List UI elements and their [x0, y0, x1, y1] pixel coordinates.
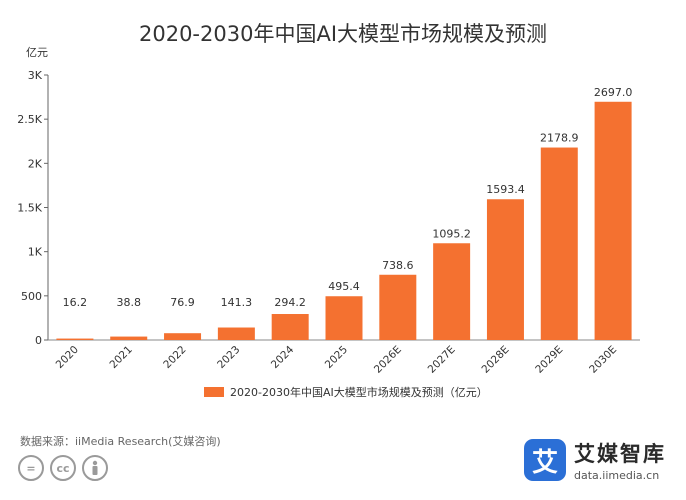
data-label: 495.4: [328, 280, 360, 293]
x-tick-label: 2022: [161, 344, 188, 371]
x-tick-label: 2025: [323, 344, 350, 371]
data-label: 141.3: [221, 296, 253, 309]
data-label: 38.8: [116, 296, 141, 309]
data-label: 1593.4: [486, 183, 525, 196]
source-note: 数据来源：iiMedia Research(艾媒咨询): [20, 435, 221, 448]
brand-logo-icon: 艾: [524, 439, 566, 481]
brand-url: data.iimedia.cn: [574, 469, 660, 482]
bar: [486, 199, 524, 340]
x-tick-label: 2021: [107, 344, 134, 371]
data-label: 2697.0: [594, 86, 633, 99]
bar: [325, 296, 363, 340]
legend-label: 2020-2030年中国AI大模型市场规模及预测（亿元）: [230, 385, 488, 399]
y-tick-label: 2.5K: [17, 113, 42, 126]
data-label: 738.6: [382, 259, 414, 272]
data-label: 16.2: [63, 296, 88, 309]
bar: [540, 147, 578, 340]
data-label: 2178.9: [540, 132, 579, 145]
cc-icon: cc: [50, 455, 76, 481]
y-tick-label: 2K: [28, 157, 43, 170]
x-tick-label: 2029E: [533, 344, 565, 376]
bar: [379, 274, 417, 340]
data-label: 1095.2: [432, 227, 471, 240]
bar: [271, 314, 309, 340]
chart-title: 2020-2030年中国AI大模型市场规模及预测: [138, 22, 548, 46]
bar: [164, 333, 202, 340]
legend-swatch: [204, 387, 224, 397]
data-label: 76.9: [170, 296, 195, 309]
x-tick-label: 2020: [54, 344, 81, 371]
y-tick-label: 1.5K: [17, 202, 42, 215]
x-tick-label: 2030E: [587, 344, 619, 376]
x-tick-label: 2024: [269, 343, 297, 371]
x-tick-label: 2027E: [426, 344, 458, 376]
cc-nd-icon: =: [18, 455, 44, 481]
y-tick-label: 500: [21, 290, 42, 303]
bar: [217, 327, 255, 340]
bar: [594, 101, 632, 340]
license-icons: = cc: [18, 455, 108, 481]
bar-chart: 亿元 0 500 1K 1.5K 2K 2.5K 3K 16.2 2020 38.8 2021 76.9…: [17, 46, 640, 399]
y-axis-label: 亿元: [26, 46, 48, 59]
bar: [433, 243, 471, 340]
x-tick-label: 2023: [215, 344, 242, 371]
cc-by-icon: [82, 455, 108, 481]
y-tick-label: 3K: [28, 69, 43, 82]
y-tick-label: 1K: [28, 246, 43, 259]
x-tick-label: 2028E: [480, 344, 512, 376]
brand-block: 艾 艾媒智库 data.iimedia.cn: [524, 438, 666, 482]
x-tick-label: 2026E: [372, 344, 404, 376]
brand-name: 艾媒智库: [574, 442, 666, 466]
bar: [110, 336, 148, 340]
bar: [56, 338, 94, 340]
data-label: 294.2: [274, 296, 306, 309]
y-tick-label: 0: [35, 334, 42, 347]
